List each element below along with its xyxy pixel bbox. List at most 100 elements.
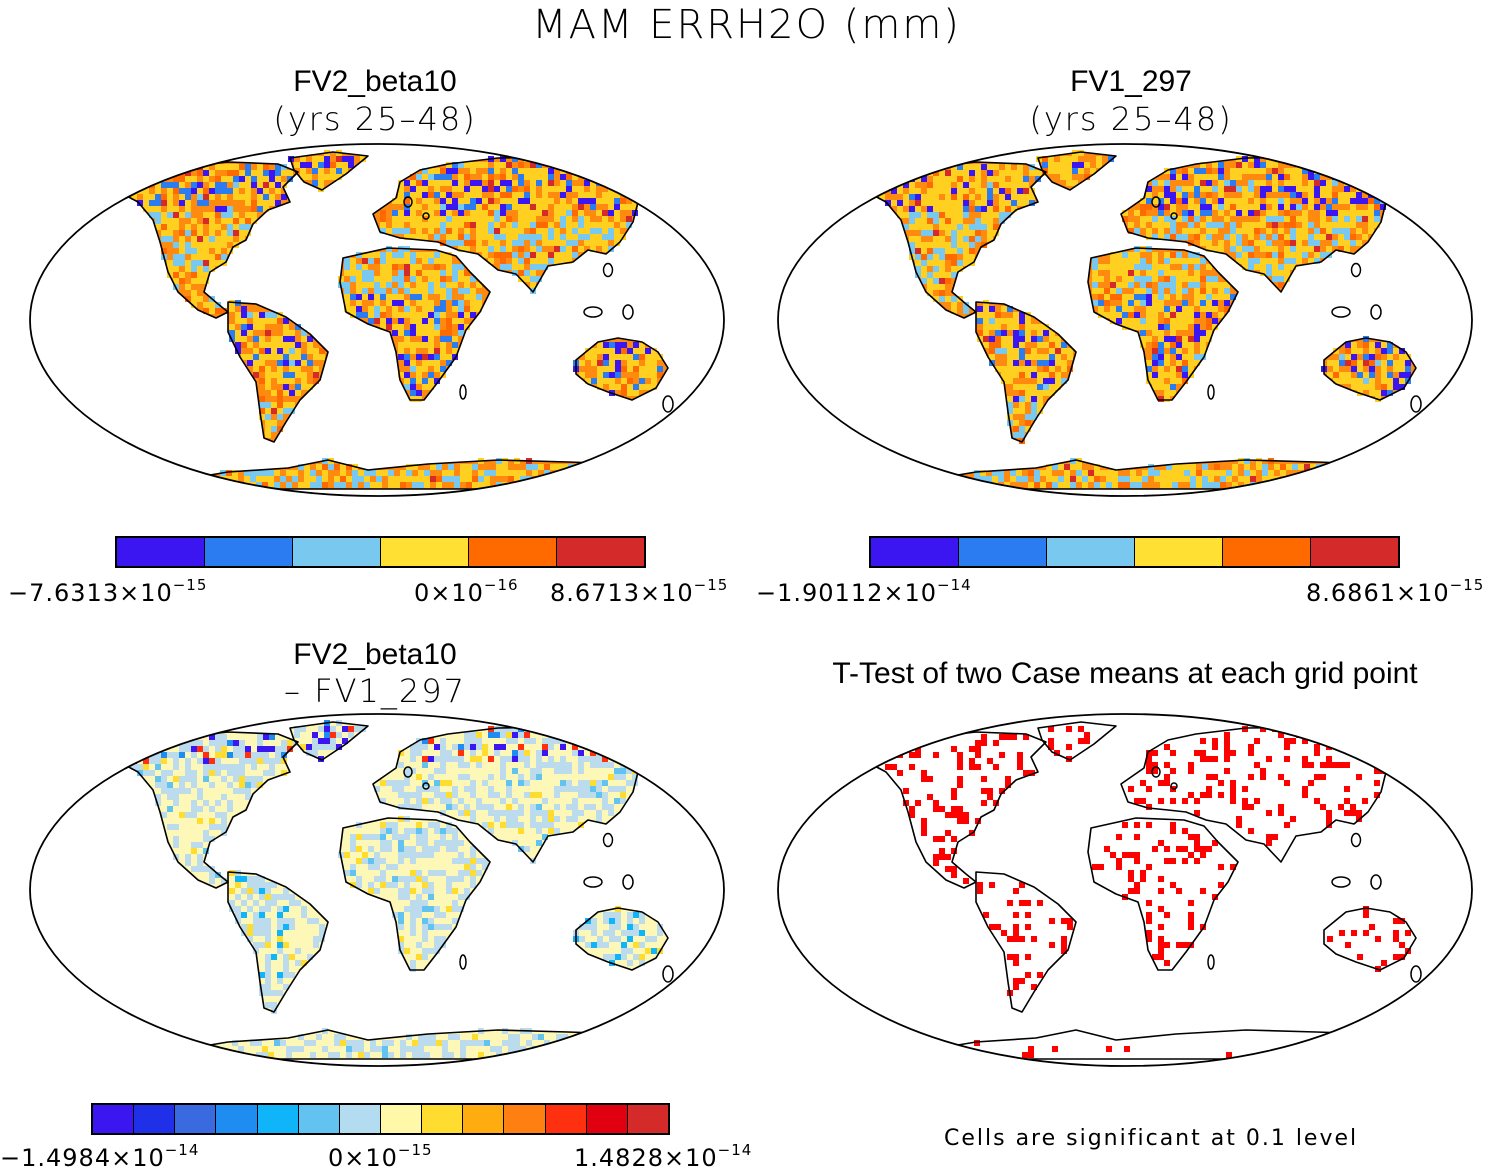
grid-cell (627, 912, 633, 918)
grid-cell (951, 188, 957, 194)
grid-cell (322, 482, 328, 488)
grid-cell (1017, 200, 1023, 206)
grid-cell (651, 936, 657, 942)
grid-cell (885, 764, 891, 770)
grid-cell (324, 156, 330, 162)
grid-cell (615, 936, 621, 942)
grid-cell (241, 900, 247, 906)
grid-cell (239, 224, 245, 230)
grid-cell (615, 918, 621, 924)
grid-cell (608, 774, 614, 780)
grid-cell (1170, 348, 1176, 354)
grid-cell (434, 378, 440, 384)
grid-cell (638, 762, 644, 768)
grid-cell (945, 866, 951, 872)
grid-cell (1134, 228, 1140, 234)
grid-cell (392, 210, 398, 216)
grid-cell (544, 476, 550, 482)
grid-cell (627, 384, 633, 390)
grid-cell (1043, 384, 1049, 390)
grid-cell (1194, 360, 1200, 366)
grid-cell (957, 224, 963, 230)
grid-cell (921, 830, 927, 836)
grid-cell (632, 192, 638, 198)
grid-cell (1158, 234, 1164, 240)
grid-cell (1392, 180, 1398, 186)
grid-cell (1176, 174, 1182, 180)
grid-cell (621, 942, 627, 948)
grid-cell (633, 942, 639, 948)
grid-cell (981, 788, 987, 794)
grid-cell (1017, 182, 1023, 188)
grid-cell (404, 216, 410, 222)
grid-cell (1278, 810, 1284, 816)
grid-cell (1278, 252, 1284, 258)
grid-cell (1052, 476, 1058, 482)
grid-cell (412, 464, 418, 470)
grid-cell (1357, 378, 1363, 384)
grid-cell (1224, 756, 1230, 762)
grid-cell (1060, 156, 1066, 162)
grid-cell (179, 272, 185, 278)
grid-cell (969, 758, 975, 764)
grid-cell (1152, 300, 1158, 306)
grid-cell (975, 164, 981, 170)
grid-cell (1356, 744, 1362, 750)
grid-cell (1362, 210, 1368, 216)
grid-cell (1248, 228, 1254, 234)
grid-cell (512, 768, 518, 774)
grid-cell (957, 758, 963, 764)
grid-cell (283, 906, 289, 912)
grid-cell (1206, 240, 1212, 246)
grid-cell (404, 306, 410, 312)
grid-cell (627, 390, 633, 396)
grid-cell (536, 762, 542, 768)
grid-cell (257, 188, 263, 194)
grid-cell (1013, 360, 1019, 366)
grid-cell (313, 348, 319, 354)
grid-cell (416, 186, 422, 192)
grid-cell (265, 420, 271, 426)
grid-cell (155, 194, 161, 200)
grid-cell (241, 306, 247, 312)
grid-cell (336, 174, 342, 180)
grid-cell (386, 252, 392, 258)
grid-cell (597, 360, 603, 366)
grid-cell (650, 744, 656, 750)
grid-cell (644, 756, 650, 762)
grid-cell (542, 744, 548, 750)
grid-cell (1170, 330, 1176, 336)
grid-cell (1013, 930, 1019, 936)
grid-cell (981, 740, 987, 746)
grid-cell (304, 476, 310, 482)
grid-cell (386, 780, 392, 786)
grid-cell (620, 162, 626, 168)
grid-cell (464, 192, 470, 198)
grid-cell (464, 234, 470, 240)
grid-cell (352, 482, 358, 488)
grid-cell (1280, 482, 1286, 488)
grid-cell (1194, 252, 1200, 258)
grid-cell (466, 1040, 472, 1046)
grid-cell (602, 210, 608, 216)
grid-cell (1381, 372, 1387, 378)
grid-cell (197, 818, 203, 824)
grid-cell (969, 764, 975, 770)
grid-cell (1260, 168, 1266, 174)
grid-cell (650, 192, 656, 198)
grid-cell (963, 812, 969, 818)
grid-cell (203, 764, 209, 770)
grid-cell (452, 162, 458, 168)
grid-cell (1037, 342, 1043, 348)
grid-cell (987, 236, 993, 242)
grid-cell (1314, 192, 1320, 198)
grid-cell (458, 300, 464, 306)
grid-cell (933, 836, 939, 842)
grid-cell (470, 162, 476, 168)
grid-cell (346, 476, 352, 482)
grid-cell (1013, 384, 1019, 390)
grid-cell (1332, 240, 1338, 246)
grid-cell (458, 906, 464, 912)
grid-cell (1140, 780, 1146, 786)
grid-cell (1200, 294, 1206, 300)
